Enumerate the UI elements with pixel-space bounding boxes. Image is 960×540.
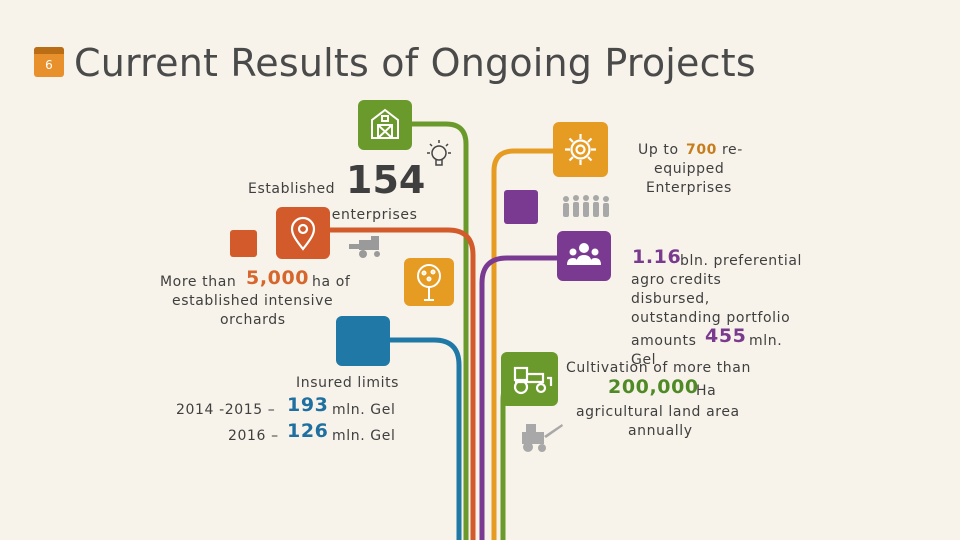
credits-value: 1.16	[632, 246, 682, 268]
slide-number: 6	[34, 47, 64, 77]
cultivation-value: 200,000	[608, 376, 699, 398]
credits-line2: agro credits	[631, 272, 722, 288]
yellow-line	[491, 148, 583, 540]
orchards-line2: established intensive	[172, 293, 334, 309]
orchards-line3: orchards	[220, 312, 286, 328]
purple-square	[504, 190, 538, 224]
cultivation-line4: annually	[628, 423, 693, 439]
reequipped-value: 700	[686, 142, 718, 158]
page-title: Current Results of Ongoing Projects	[74, 41, 756, 85]
barn-icon	[371, 108, 399, 139]
credits-line4: outstanding portfolio	[631, 310, 791, 326]
orchards-prefix: More than	[160, 274, 237, 290]
orchards-value: 5,000	[246, 267, 310, 289]
enterprises-prefix: Established	[248, 181, 336, 197]
orange-square	[230, 230, 257, 257]
cultivation-line3: agricultural land area	[576, 404, 740, 420]
reequipped-prefix: Up to	[638, 142, 679, 158]
credits-line5-suffix: mln.	[749, 333, 783, 349]
cultivation-line1: Cultivation of more than	[566, 360, 751, 376]
reequipped-suffix: re-	[722, 142, 743, 158]
enterprises-value: 154	[346, 158, 426, 202]
people-group-icon	[567, 243, 601, 265]
insurance-row2-unit: mln. Gel	[332, 428, 396, 444]
harvester-icon	[349, 236, 380, 258]
reequipped-line3: Enterprises	[646, 180, 732, 196]
green-line	[385, 121, 469, 540]
insurance-row1-value: 193	[287, 394, 329, 416]
tractor-tile	[501, 352, 558, 406]
insurance-row2-label: 2016 –	[228, 428, 279, 444]
cultivation-unit: Ha	[696, 383, 717, 399]
blue-tile	[336, 316, 390, 366]
credits-line5-prefix: amounts	[631, 333, 697, 349]
purple-line	[479, 255, 583, 540]
map-pin-icon	[290, 216, 316, 251]
lightbulb-icon	[427, 140, 451, 166]
insurance-row1-label: 2014 -2015 –	[176, 402, 276, 418]
barn-tile	[358, 100, 412, 150]
fruit-tree-tile	[404, 258, 454, 306]
people-group-tile	[557, 231, 611, 281]
credits-line5-value: 455	[705, 325, 747, 347]
insurance-row2-value: 126	[287, 420, 329, 442]
blue-line	[359, 337, 462, 540]
reequipped-line2: equipped	[654, 161, 725, 177]
crowd-icon	[563, 195, 609, 217]
orange-line	[287, 227, 476, 540]
insurance-row1-unit: mln. Gel	[332, 402, 396, 418]
credits-suffix: bln. preferential	[680, 253, 803, 269]
gear-icon	[565, 134, 596, 165]
credits-line3: disbursed,	[631, 291, 710, 307]
fruit-tree-icon	[417, 264, 441, 301]
insurance-heading: Insured limits	[296, 375, 400, 391]
gear-tile	[553, 122, 608, 177]
map-pin-tile	[276, 207, 330, 259]
tractor-icon	[513, 366, 553, 395]
orchards-suffix: ha of	[312, 274, 351, 290]
sprayer-icon	[522, 424, 563, 452]
credits-line6: Gel	[631, 352, 657, 368]
